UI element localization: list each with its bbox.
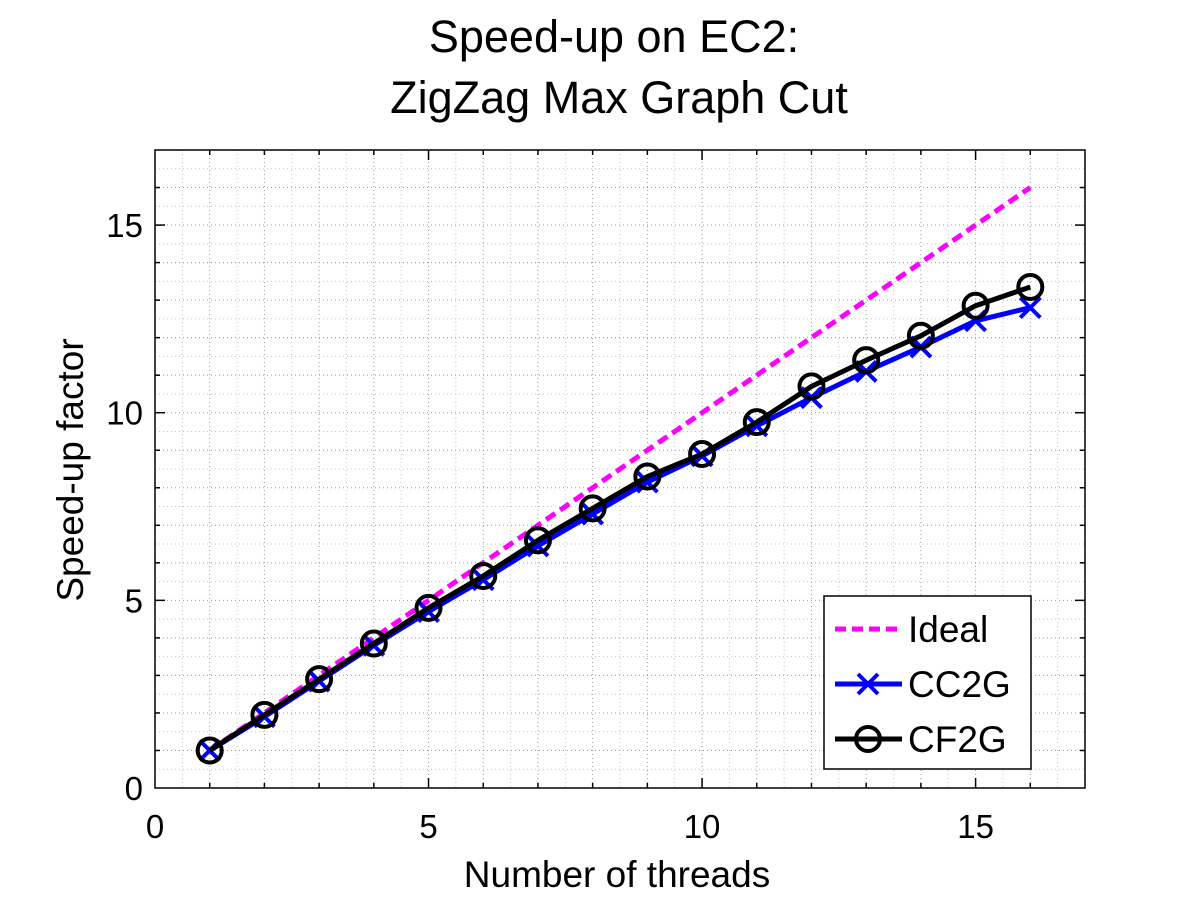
legend-label-ideal: Ideal xyxy=(908,609,988,650)
data-point-cf2g xyxy=(414,593,443,622)
data-point-cf2g xyxy=(195,736,224,765)
y-axis-label: Speed-up factor xyxy=(50,338,91,601)
series-layer xyxy=(195,185,1045,765)
marker-stroke xyxy=(856,672,880,696)
y-tick-label: 15 xyxy=(106,207,143,244)
legend-marker-cf2g xyxy=(854,725,882,753)
x-tick-label: 15 xyxy=(957,808,994,845)
x-tick-label: 5 xyxy=(419,808,437,845)
data-point-cf2g xyxy=(688,439,717,468)
data-point-cf2g xyxy=(797,372,826,401)
legend-label-cc2g: CC2G xyxy=(908,664,1011,705)
data-point-cf2g xyxy=(906,321,935,350)
plot-frame xyxy=(154,149,1086,789)
chart-title-line-2: ZigZag Max Graph Cut xyxy=(390,72,848,123)
data-point-cc2g xyxy=(1018,296,1042,320)
data-point-cf2g xyxy=(523,526,552,555)
legend-marker-cc2g xyxy=(856,672,880,696)
x-tick-label: 10 xyxy=(684,808,721,845)
series-line-cf2g xyxy=(208,284,1032,753)
chart-title-line-1: Speed-up on EC2: xyxy=(429,11,799,62)
ticks: 0 5 10 15 0 5 10 15 xyxy=(106,150,1085,845)
data-point-cf2g xyxy=(305,665,334,694)
data-point-cf2g xyxy=(961,291,990,320)
x-axis-label: Number of threads xyxy=(464,854,770,895)
data-point-cf2g xyxy=(469,561,498,590)
data-point-cf2g xyxy=(742,408,771,437)
grid xyxy=(155,150,1085,788)
data-point-cf2g xyxy=(633,462,662,491)
series-line-ideal xyxy=(208,185,1032,753)
marker-stroke xyxy=(1018,296,1042,320)
data-point-cf2g xyxy=(578,494,607,523)
legend-label-cf2g: CF2G xyxy=(908,719,1007,760)
data-point-cf2g xyxy=(1016,272,1045,301)
data-point-cf2g xyxy=(250,700,279,729)
legend: Ideal CC2G CF2G xyxy=(823,595,1032,770)
data-point-cf2g xyxy=(852,346,881,375)
y-tick-label: 5 xyxy=(125,582,143,619)
x-tick-label: 0 xyxy=(146,808,164,845)
y-tick-label: 10 xyxy=(106,395,143,432)
data-point-cf2g xyxy=(359,629,388,658)
y-tick-label: 0 xyxy=(125,770,143,807)
